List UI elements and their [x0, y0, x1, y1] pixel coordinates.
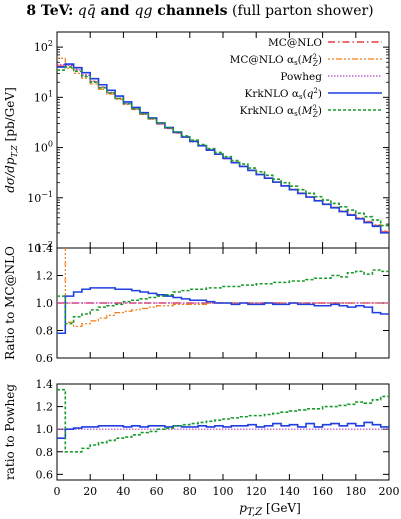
- plot-frame: [56, 383, 390, 481]
- y-tick-label: 1.4: [36, 378, 54, 391]
- x-tick-label: 180: [345, 485, 366, 498]
- series-line-krknlo-s-m-z-2-: [57, 269, 389, 325]
- y-tick-label: 1.0: [36, 423, 54, 436]
- y-tick-label: 1.4: [36, 242, 54, 255]
- legend-label: Powheg: [280, 71, 322, 83]
- series-line-krknlo-s-q-2-: [57, 421, 389, 440]
- series-line-krknlo-s-q-2-: [57, 287, 389, 335]
- legend-label: KrkNLO αs(q2): [245, 87, 322, 101]
- chart-title: 8 TeV: qq̄ and qg channels (full parton …: [26, 3, 373, 19]
- plot-frame: [56, 31, 390, 249]
- y-tick-label: 1.2: [36, 270, 54, 283]
- legend-label: MC@NLO αs(M2 Z): [230, 53, 322, 68]
- y-tick-label: 0.6: [36, 468, 54, 481]
- x-tick-label: 120: [246, 485, 267, 498]
- x-tick-label: 40: [116, 485, 130, 498]
- y-axis-label: Ratio to MC@NLO: [3, 246, 17, 360]
- panel-main: 102 101 100 10−1 10−2 dσ/dpT,Z [pb/GeV] MC@NLO…: [3, 31, 390, 255]
- x-tick-label: 80: [183, 485, 197, 498]
- series-line-mc-nlo-s-m-z-2-: [64, 248, 389, 327]
- legend-label: KrkNLO αs(M2 Z): [240, 104, 322, 119]
- y-tick-label: 1.2: [36, 401, 54, 414]
- y-tick-label: 0.8: [36, 446, 54, 459]
- legend: MC@NLO MC@NLO αs(M2 Z) Powheg KrkNLO αs(q2) K…: [230, 37, 382, 119]
- panel-ratio-mcnlo: 1.4 1.2 1.0 0.8 0.6 Ratio to MC@NLO: [3, 242, 390, 365]
- y-tick-label: 0.6: [36, 352, 54, 365]
- series-line-krknlo-s-m-z-2-: [57, 66, 389, 227]
- y-tick-label: 101: [34, 89, 53, 104]
- y-tick-label: 100: [34, 140, 53, 155]
- x-tick-label: 100: [213, 485, 234, 498]
- series-group: [57, 57, 389, 234]
- x-tick-label: 160: [312, 485, 333, 498]
- x-tick-label: 0: [54, 485, 61, 498]
- y-tick-label: 102: [34, 39, 53, 54]
- series-group: [57, 388, 389, 453]
- x-tick-label: 140: [279, 485, 300, 498]
- x-tick-label: 200: [379, 485, 400, 498]
- y-axis-label: ratio to Powheg: [3, 384, 17, 480]
- y-axis-label: dσ/dpT,Z [pb/GeV]: [3, 87, 19, 193]
- y-tick-label: 1.0: [36, 297, 54, 310]
- x-tick-label: 20: [83, 485, 97, 498]
- series-group: [57, 248, 389, 335]
- y-tick-label: 10−1: [27, 190, 53, 205]
- x-axis-label: pT,Z [GeV]: [239, 501, 301, 518]
- y-tick-label: 0.8: [36, 325, 54, 338]
- series-line-krknlo-s-m-z-2-: [57, 388, 389, 453]
- x-tick-label: 60: [150, 485, 164, 498]
- legend-label: MC@NLO: [268, 37, 322, 49]
- y-tick-label: 10−2: [27, 240, 53, 255]
- series-line-krknlo-s-q-2-: [57, 63, 389, 234]
- panel-ratio-powheg: 1.4 1.2 1.0 0.8 0.60 20 40 60 80 100 120 140 160 180 2…: [3, 378, 400, 498]
